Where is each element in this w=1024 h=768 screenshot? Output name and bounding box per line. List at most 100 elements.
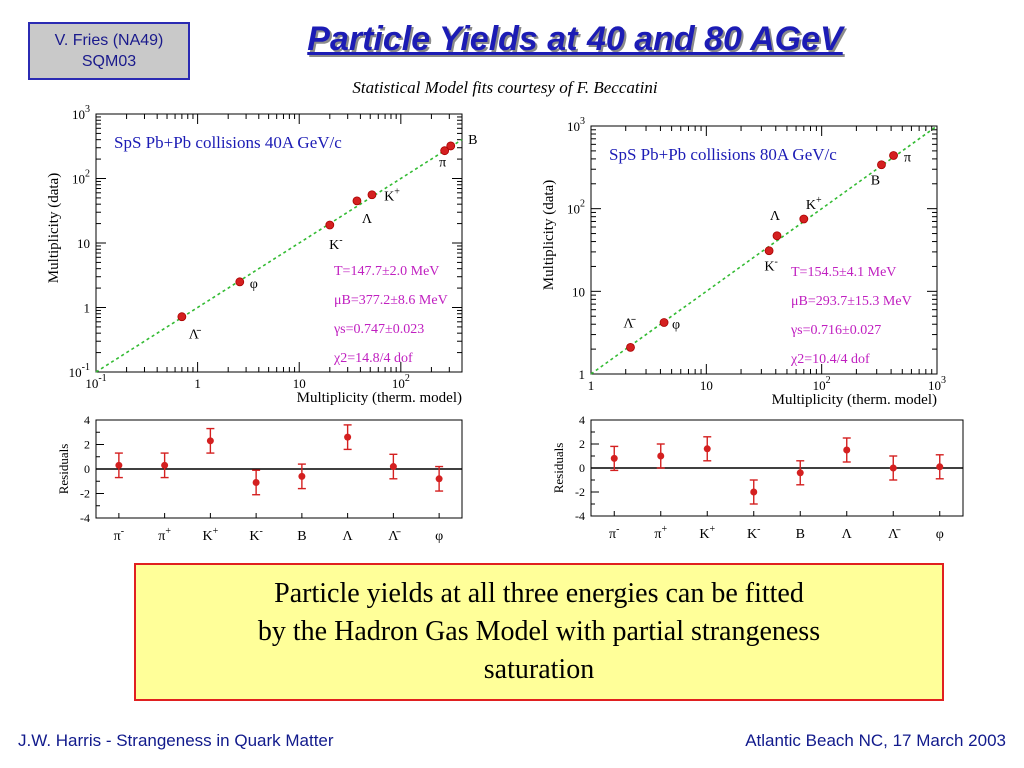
y-tick-label: 10 (572, 284, 585, 299)
x-tick-label: 102 (813, 375, 831, 393)
data-point (440, 146, 450, 156)
badge-author: V. Fries (NA49) (54, 32, 164, 49)
data-point (772, 231, 782, 241)
fit-parameter: T=147.7±2.0 MeV (334, 264, 439, 279)
y-tick-label: 1 (579, 367, 586, 382)
residual-point (298, 472, 306, 480)
y-tick-label: 102 (567, 199, 585, 217)
point-label: Λ̄ (623, 316, 636, 331)
category-label: B (297, 529, 306, 544)
point-label: B (871, 174, 880, 189)
category-label: K- (747, 524, 760, 542)
point-label: π (904, 150, 911, 165)
category-label: K+ (202, 526, 218, 544)
data-point (352, 196, 362, 206)
category-label: π- (114, 526, 124, 544)
summary-box: Particle yields at all three energies ca… (134, 563, 944, 701)
residual-point (161, 461, 169, 469)
y-tick-label: 0 (84, 462, 90, 476)
category-label: B (796, 527, 805, 542)
x-tick-label: 102 (392, 373, 410, 391)
residual-point (252, 478, 260, 486)
residuals-40agev: 4 2 0 -2 -4 Residuals π-π+ K+ K- B Λ Λ̄ φ (56, 413, 463, 544)
fit-line (95, 138, 463, 373)
y-tick-label: 2 (84, 438, 90, 452)
x-tick-label: 10 (293, 376, 306, 391)
y-tick-label: 4 (84, 413, 90, 427)
point-label: B (468, 133, 477, 148)
category-label: φ (435, 529, 443, 544)
slide-title: Particle Yields at 40 and 80 AGeV (307, 20, 843, 58)
summary-line-2: by the Hadron Gas Model with partial str… (257, 616, 821, 647)
y-axis-title: Multiplicity (data) (46, 173, 62, 283)
x-axis-title: Multiplicity (therm. model) (772, 392, 937, 408)
y-axis-title: Residuals (551, 443, 566, 494)
y-tick-label: 103 (72, 104, 90, 122)
x-tick-label: 10 (700, 378, 713, 393)
fit-parameter: T=154.5±4.1 MeV (791, 265, 896, 280)
residual-point (843, 446, 851, 454)
category-label: π- (609, 524, 619, 542)
slide-subtitle: Statistical Model fits courtesy of F. Be… (352, 78, 658, 97)
category-label: π+ (158, 526, 171, 544)
category-label: φ (936, 527, 944, 542)
fit-parameter: μB=293.7±15.3 MeV (791, 294, 912, 309)
residual-point (435, 475, 443, 483)
category-label: Λ (343, 529, 354, 544)
category-label: K- (249, 526, 262, 544)
category-label: Λ (842, 527, 853, 542)
data-point (659, 318, 669, 327)
residual-point (889, 464, 897, 472)
data-point (325, 220, 335, 230)
y-tick-label: -4 (575, 509, 585, 523)
badge-conference: SQM03 (81, 53, 137, 70)
x-tick-label: 1 (194, 376, 201, 391)
y-tick-label: -2 (575, 485, 585, 499)
residual-point (344, 433, 352, 441)
point-label: φ (250, 277, 258, 292)
y-axis-title: Multiplicity (data) (541, 180, 557, 290)
residual-point (389, 463, 397, 471)
point-label: Λ (770, 209, 781, 224)
fit-parameter: μB=377.2±8.6 MeV (334, 293, 448, 308)
data-point (626, 342, 635, 352)
y-tick-label: -2 (80, 487, 90, 501)
data-point (177, 312, 187, 322)
point-label: K- (329, 235, 342, 253)
point-label: Λ (362, 212, 373, 227)
data-point (877, 160, 886, 170)
residual-point (750, 488, 758, 496)
y-axis-title: Residuals (56, 444, 71, 495)
fit-parameter: γs=0.747±0.023 (333, 322, 424, 337)
residual-point (796, 469, 804, 477)
x-tick-label: 10-1 (85, 373, 106, 391)
y-tick-label: 4 (579, 413, 585, 427)
point-label: K- (764, 257, 777, 275)
category-label: Λ̄ (888, 527, 901, 542)
y-tick-label: 2 (579, 437, 585, 451)
x-axis-title: Multiplicity (therm. model) (297, 390, 462, 406)
footer-author: J.W. Harris - Strangeness in Quark Matte… (18, 731, 334, 750)
residuals-80agev: 4 2 0 -2 -4 Residuals π-π+ K+ K- B Λ Λ̄ φ (551, 413, 964, 542)
point-label: Λ̄ (189, 328, 202, 343)
category-label: π+ (654, 524, 667, 542)
x-tick-label: 103 (928, 375, 946, 393)
data-point (235, 277, 245, 287)
data-point (764, 246, 774, 256)
y-tick-label: -4 (80, 511, 90, 525)
point-label: φ (672, 317, 680, 332)
fit-parameter: χ2=10.4/4 dof (790, 352, 870, 367)
y-tick-label: 1 (84, 301, 91, 316)
summary-line-1: Particle yields at all three energies ca… (274, 578, 804, 609)
plot-frame (95, 113, 463, 373)
footer-venue-date: Atlantic Beach NC, 17 March 2003 (745, 731, 1006, 750)
residual-point (206, 437, 214, 445)
data-point (889, 151, 898, 160)
chart-title: SpS Pb+Pb collisions 40A GeV/c (114, 133, 342, 152)
residual-point (703, 445, 711, 453)
y-tick-label: 102 (72, 169, 90, 187)
residual-point (936, 463, 944, 471)
fit-parameter: χ2=14.8/4 dof (333, 351, 413, 366)
